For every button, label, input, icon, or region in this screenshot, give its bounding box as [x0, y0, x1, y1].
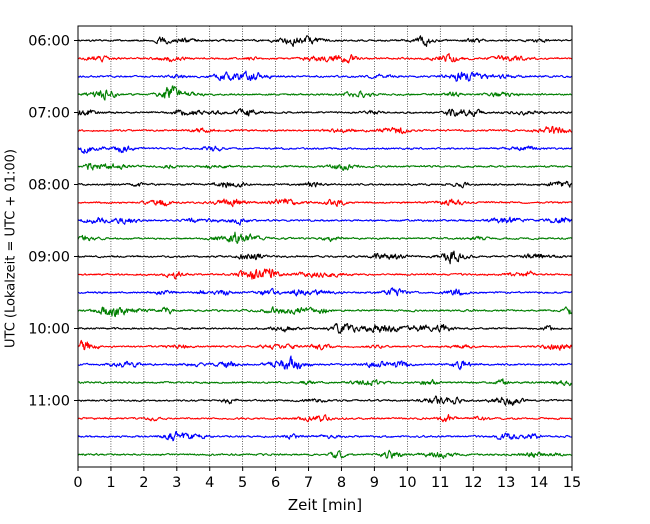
x-tick-label-13: 13: [497, 475, 515, 491]
x-axis-ticks: 0 1 2 3 4 5 6 7 8 9 10 11 12 13 14 15: [73, 467, 581, 491]
trace-0845: [77, 231, 573, 244]
x-axis-label: Zeit [min]: [288, 496, 362, 514]
trace-0915: [77, 268, 573, 280]
x-tick-label-7: 7: [304, 475, 313, 491]
trace-0715: [77, 125, 573, 135]
trace-1115: [77, 413, 573, 423]
trace-1145: [77, 449, 573, 459]
x-tick-label-12: 12: [464, 475, 482, 491]
trace-0730: [77, 145, 573, 154]
trace-0745: [77, 162, 573, 171]
trace-0800: [77, 180, 573, 189]
trace-1030: [77, 355, 573, 371]
y-tick-label-0: 06:00: [28, 34, 70, 50]
x-tick-label-3: 3: [172, 475, 181, 491]
y-tick-label-3: 09:00: [28, 250, 70, 266]
trace-1045: [77, 378, 573, 387]
x-tick-label-6: 6: [271, 475, 280, 491]
trace-0830: [77, 216, 573, 226]
trace-1100: [77, 395, 573, 406]
trace-1130: [77, 430, 573, 442]
y-axis-label: UTC (Lokalzeit = UTC + 01:00): [4, 149, 19, 348]
x-tick-label-4: 4: [205, 475, 214, 491]
trace-0600: [77, 35, 573, 47]
trace-1015: [77, 339, 573, 351]
trace-0900: [77, 250, 573, 265]
y-tick-label-5: 11:00: [28, 394, 70, 410]
x-tick-label-2: 2: [139, 475, 148, 491]
trace-0815: [77, 198, 573, 208]
trace-0645: [77, 85, 573, 101]
traces: [77, 35, 573, 459]
vertical-grid: [77, 26, 573, 467]
y-tick-label-2: 08:00: [28, 178, 70, 194]
x-tick-label-14: 14: [530, 475, 548, 491]
trace-0930: [77, 287, 573, 297]
y-tick-label-4: 10:00: [28, 322, 70, 338]
x-tick-label-0: 0: [73, 475, 82, 491]
trace-0630: [77, 70, 573, 82]
trace-0700: [77, 108, 573, 118]
trace-0945: [77, 306, 573, 318]
x-tick-label-5: 5: [238, 475, 247, 491]
x-tick-label-10: 10: [398, 475, 416, 491]
y-tick-label-1: 07:00: [28, 106, 70, 122]
y-axis-ticks: 06:00 07:00 08:00 09:00 10:00 11:00: [28, 34, 78, 410]
x-tick-label-8: 8: [337, 475, 346, 491]
x-tick-label-1: 1: [106, 475, 115, 491]
trace-0615: [77, 53, 573, 64]
axes-frame: [77, 25, 573, 468]
x-tick-label-15: 15: [563, 475, 581, 491]
x-tick-label-11: 11: [431, 475, 449, 491]
trace-1000: [77, 323, 573, 334]
x-tick-label-9: 9: [370, 475, 379, 491]
